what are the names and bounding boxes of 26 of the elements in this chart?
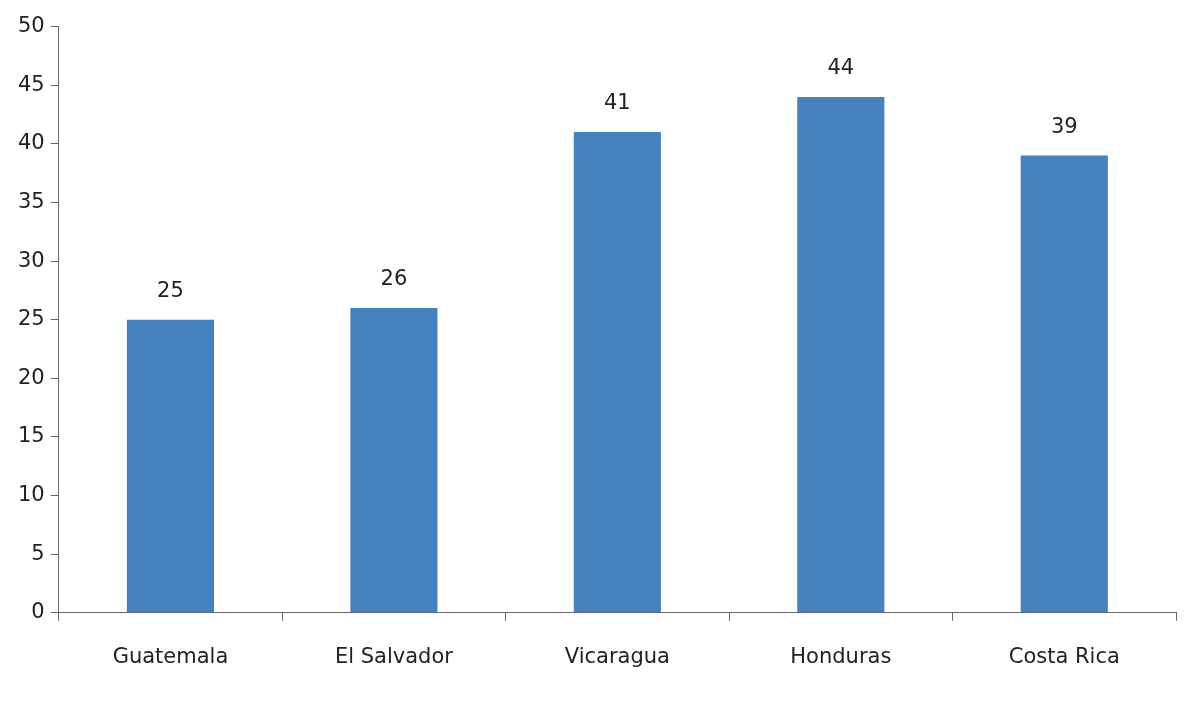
x-tick-label: Honduras (790, 643, 892, 668)
y-tick-label: 15 (17, 423, 45, 448)
data-label: 39 (1050, 113, 1078, 138)
y-tick-label: 0 (31, 599, 45, 624)
bar (573, 132, 661, 613)
y-tick-label: 5 (31, 540, 45, 565)
y-tick-label: 50 (17, 13, 45, 38)
x-tick-label: Costa Rica (1008, 643, 1120, 668)
y-tick-label: 35 (17, 188, 45, 213)
y-tick-label: 30 (17, 247, 45, 272)
bar (126, 319, 215, 613)
bar (1020, 155, 1108, 613)
y-tick-label: 45 (17, 71, 45, 96)
x-tick-label: El Salvador (334, 643, 454, 668)
y-tick-label: 20 (17, 364, 45, 389)
data-label: 41 (603, 90, 631, 115)
y-tick-label: 25 (17, 306, 45, 331)
x-tick-label: Vicaragua (564, 643, 670, 668)
data-label: 44 (827, 54, 855, 79)
data-label: 25 (157, 277, 184, 302)
data-label: 26 (380, 265, 408, 290)
bar (797, 96, 885, 613)
x-tick-label: Guatemala (112, 643, 229, 668)
y-tick-label: 10 (17, 482, 45, 507)
bar (350, 307, 438, 613)
y-tick-label: 40 (17, 130, 45, 155)
